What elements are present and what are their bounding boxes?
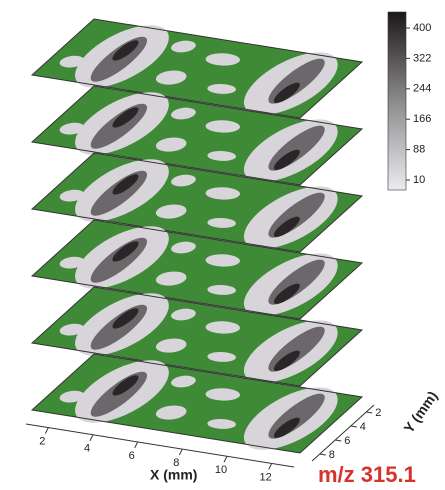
x-tick-label: 10: [215, 464, 227, 476]
x-tick-label: 8: [173, 457, 179, 469]
colorbar-tick-label: 244: [413, 83, 431, 95]
x-tick: [135, 442, 138, 448]
x-tick-label: 2: [39, 435, 45, 447]
x-tick: [90, 435, 93, 441]
colorbar-tick-label: 88: [413, 144, 425, 156]
y-axis-label: Y (mm): [400, 388, 440, 436]
colorbar: [388, 12, 406, 190]
y-tick-label: 6: [344, 435, 350, 447]
x-tick: [224, 456, 227, 462]
x-tick: [269, 463, 272, 469]
y-tick: [320, 454, 326, 455]
y-tick-label: 2: [375, 407, 381, 419]
x-axis-label: X (mm): [150, 467, 197, 483]
y-tick: [351, 426, 357, 427]
colorbar-tick-label: 400: [413, 22, 431, 34]
x-tick: [45, 428, 48, 434]
y-tick-label: 8: [329, 449, 335, 461]
annotation: m/z 315.1: [318, 462, 416, 487]
y-tick: [335, 440, 341, 441]
x-tick-label: 4: [84, 443, 90, 455]
colorbar-tick-label: 10: [413, 174, 425, 186]
y-tick: [366, 412, 372, 413]
colorbar-tick-label: 322: [413, 52, 431, 64]
chart: X (mm) Y (mm) m/z 315.1 2468101224684003…: [0, 0, 445, 490]
x-tick-label: 12: [260, 471, 272, 483]
colorbar-tick-label: 166: [413, 113, 431, 125]
y-tick-label: 4: [360, 421, 366, 433]
x-tick-label: 6: [129, 450, 135, 462]
x-tick: [179, 449, 182, 455]
slices: [29, 16, 365, 456]
